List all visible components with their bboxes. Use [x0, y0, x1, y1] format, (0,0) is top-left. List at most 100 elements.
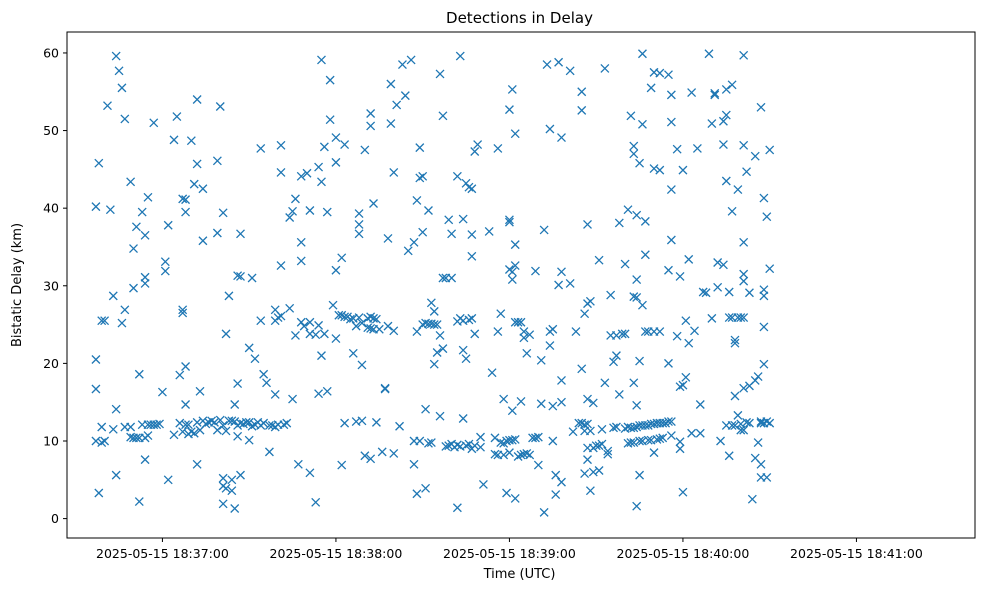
data-point	[594, 466, 604, 475]
data-point	[614, 218, 624, 228]
data-point	[340, 418, 350, 428]
data-point	[557, 375, 566, 385]
data-point	[256, 316, 266, 326]
data-point	[658, 433, 668, 443]
data-point	[664, 358, 673, 368]
data-point	[218, 499, 228, 509]
data-point	[577, 87, 587, 97]
data-point	[288, 394, 298, 404]
data-point	[695, 400, 705, 409]
data-point	[710, 90, 720, 100]
data-point	[678, 165, 688, 175]
y-tick-label: 10	[43, 433, 59, 448]
data-point	[227, 475, 237, 485]
data-point	[250, 354, 260, 364]
data-point	[609, 357, 618, 367]
data-point	[464, 439, 474, 449]
data-point	[600, 64, 610, 73]
data-point	[554, 57, 564, 67]
data-point	[727, 80, 737, 90]
data-point	[655, 327, 665, 337]
data-point	[611, 422, 621, 432]
data-point	[452, 440, 462, 450]
data-point	[635, 158, 645, 168]
data-point	[664, 265, 673, 275]
data-point	[337, 253, 347, 263]
data-point	[539, 507, 549, 517]
data-point	[247, 273, 257, 283]
data-point	[322, 207, 332, 217]
data-point	[305, 317, 315, 327]
data-point	[585, 486, 595, 496]
x-tick-label: 2025-05-15 18:37:00	[96, 546, 229, 561]
data-point	[658, 418, 668, 428]
data-point	[424, 206, 433, 215]
data-point	[478, 479, 488, 489]
data-point	[438, 344, 448, 354]
data-point	[354, 220, 364, 229]
data-point	[762, 473, 772, 482]
data-point	[175, 418, 185, 428]
data-point	[100, 316, 110, 326]
data-point	[510, 261, 520, 271]
data-point	[210, 417, 219, 427]
data-point	[568, 427, 578, 437]
data-point	[415, 143, 425, 153]
data-point	[244, 417, 254, 427]
data-point	[163, 475, 173, 485]
y-tick-label: 40	[43, 201, 59, 216]
data-point	[614, 389, 624, 399]
y-tick-label: 30	[43, 278, 59, 293]
data-point	[290, 330, 300, 340]
plot-frame	[66, 31, 976, 539]
data-point	[296, 256, 306, 266]
data-point	[282, 418, 292, 428]
data-point	[432, 320, 442, 330]
data-point	[288, 206, 298, 216]
data-point	[432, 348, 442, 357]
data-point	[716, 436, 725, 446]
data-point	[635, 470, 645, 480]
data-point	[516, 450, 526, 460]
data-point	[756, 459, 766, 469]
data-point	[340, 140, 350, 149]
data-point	[675, 272, 685, 281]
data-point	[609, 423, 618, 433]
data-point	[412, 195, 422, 205]
data-point	[684, 338, 694, 348]
data-point	[464, 315, 474, 325]
data-point	[227, 486, 237, 496]
data-point	[230, 400, 240, 409]
data-point	[539, 225, 549, 235]
data-point	[739, 425, 749, 435]
data-point	[522, 348, 532, 358]
x-axis-ticks: 2025-05-15 18:37:00 2025-05-15 18:38:00 20…	[96, 538, 923, 561]
data-point	[94, 488, 104, 498]
data-point	[681, 316, 691, 326]
data-point	[724, 287, 734, 297]
data-point	[224, 291, 234, 301]
data-point	[580, 469, 590, 479]
data-point	[470, 329, 480, 339]
data-point	[354, 209, 364, 219]
data-point	[707, 313, 717, 323]
data-point	[739, 276, 749, 286]
data-point	[311, 497, 321, 507]
data-point	[421, 483, 431, 493]
data-point	[742, 417, 752, 427]
data-point	[542, 60, 552, 70]
data-point	[319, 142, 329, 152]
data-point	[189, 428, 199, 438]
data-point	[421, 404, 431, 414]
data-point	[730, 335, 740, 345]
data-point	[626, 111, 636, 121]
data-point	[629, 149, 639, 159]
data-point	[704, 49, 714, 59]
data-point	[493, 327, 503, 337]
data-point	[510, 129, 520, 139]
data-point	[470, 441, 480, 451]
data-point	[623, 205, 633, 215]
data-point	[415, 436, 425, 446]
data-point	[270, 389, 280, 399]
data-point	[111, 404, 121, 414]
